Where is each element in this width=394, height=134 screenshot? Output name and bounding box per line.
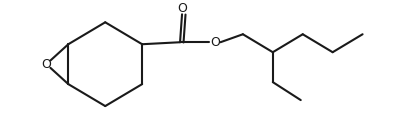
Text: O: O	[177, 2, 187, 15]
Text: O: O	[210, 36, 220, 49]
Text: O: O	[41, 58, 51, 71]
